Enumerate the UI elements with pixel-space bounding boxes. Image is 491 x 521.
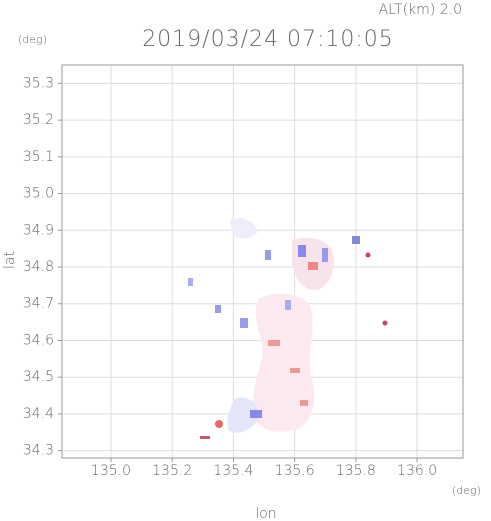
x-tick-label: 135.4: [213, 463, 253, 479]
echo-patch: [215, 305, 221, 313]
y-tick-label: 34.8: [23, 259, 54, 275]
chart-title: 2019/03/24 07:10:05: [142, 27, 394, 52]
echo-area: [230, 218, 258, 239]
echo-patch: [382, 320, 388, 326]
echo-patch: [365, 252, 371, 258]
x-unit: (deg): [452, 484, 481, 497]
y-tick-label: 35.2: [23, 112, 54, 128]
echo-patch: [215, 420, 223, 428]
x-tick-label: 135.8: [336, 463, 376, 479]
echo-patch: [298, 245, 306, 257]
echo-patch: [188, 278, 193, 286]
y-tick-label: 34.9: [23, 222, 54, 238]
echo-patch: [285, 300, 291, 310]
y-unit: (deg): [18, 33, 47, 46]
echo-patch: [308, 262, 318, 270]
echo-patch: [268, 340, 280, 346]
echo-patch: [200, 436, 210, 439]
y-tick-label: 35.3: [23, 75, 54, 91]
grid: [62, 65, 463, 458]
y-tick-label: 34.6: [23, 332, 54, 348]
x-tick-label: 135.0: [91, 463, 131, 479]
echo-patch: [352, 236, 360, 244]
y-tick-label: 34.4: [23, 406, 54, 422]
x-tick-label: 136.0: [397, 463, 437, 479]
echo-patch: [250, 410, 262, 418]
echo-patch: [290, 368, 300, 373]
radar-echo: [188, 218, 388, 439]
echo-patch: [265, 250, 271, 260]
echo-patch: [322, 248, 328, 262]
altitude-label: ALT(km) 2.0: [379, 2, 462, 18]
y-tick-label: 35.1: [23, 149, 54, 165]
y-axis-label: lat: [2, 251, 18, 269]
x-tick-label: 135.6: [275, 463, 315, 479]
x-axis-label: lon: [255, 506, 276, 521]
y-tick-label: 34.7: [23, 296, 54, 312]
y-tick-label: 34.3: [23, 443, 54, 459]
y-tick-label: 35.0: [23, 186, 54, 202]
echo-patch: [240, 318, 248, 328]
plot-frame: [61, 64, 464, 459]
echo-area: [227, 397, 259, 433]
x-tick-label: 135.2: [152, 463, 192, 479]
echo-area: [253, 293, 315, 432]
y-tick-label: 34.5: [23, 369, 54, 385]
echo-patch: [300, 400, 308, 406]
